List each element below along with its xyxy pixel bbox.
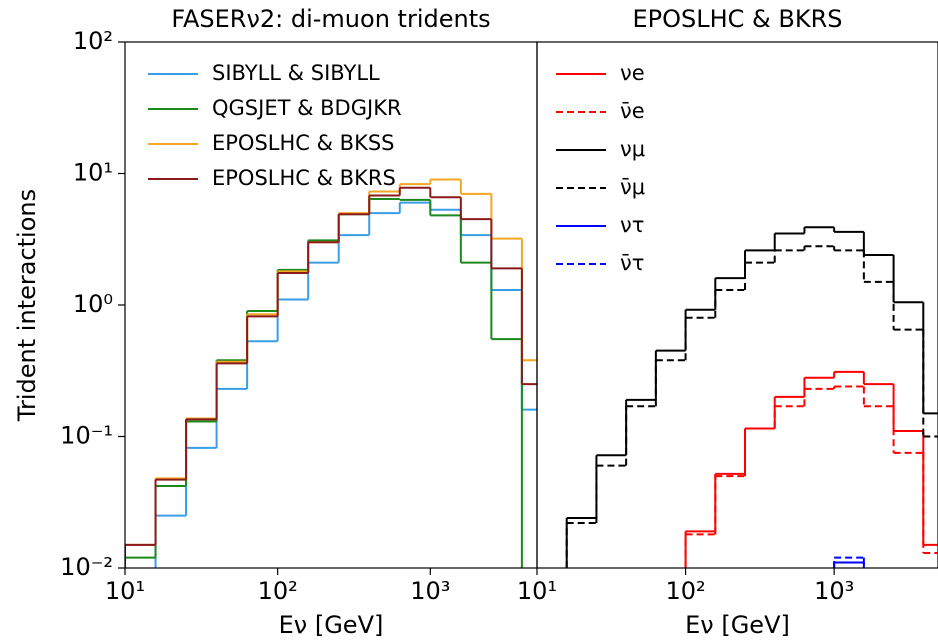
x-axis-label: Eν [GeV] (685, 611, 790, 639)
legend-label: ν̄τ (620, 251, 644, 275)
legend-label: QGSJET & BDGJKR (212, 96, 402, 120)
x-tick-label: 10³ (410, 577, 450, 605)
y-tick-label: 10⁰ (73, 290, 113, 318)
panel-title: FASERν2: di-muon tridents (171, 5, 490, 33)
y-tick-label: 10⁻¹ (60, 422, 113, 450)
legend-label: EPOSLHC & BKRS (212, 166, 396, 190)
legend-label: SIBYLL & SIBYLL (212, 61, 380, 85)
y-tick-label: 10² (73, 27, 113, 55)
legend-label: ν̄μ (620, 175, 645, 199)
y-tick-label: 10⁻² (60, 553, 113, 581)
plot-area (125, 178, 537, 568)
legend-label: ν̄e (620, 99, 645, 123)
axes-frame (536, 41, 938, 569)
x-axis-label: Eν [GeV] (279, 611, 384, 639)
legend-label: νμ (620, 137, 645, 161)
x-tick-label: 10³ (814, 577, 854, 605)
x-tick-label: 10² (665, 577, 705, 605)
x-tick-label: 10¹ (517, 577, 557, 605)
legend-label: νe (620, 61, 645, 85)
legend-label: ντ (620, 213, 644, 237)
legend-label: EPOSLHC & BKSS (212, 131, 395, 155)
plot-area (565, 226, 938, 568)
x-tick-label: 10² (258, 577, 298, 605)
y-axis-label: Trident interactions (13, 189, 41, 422)
panel-title: EPOSLHC & BKRS (632, 5, 842, 33)
x-tick-label: 10¹ (105, 577, 145, 605)
y-tick-label: 10¹ (73, 159, 113, 187)
